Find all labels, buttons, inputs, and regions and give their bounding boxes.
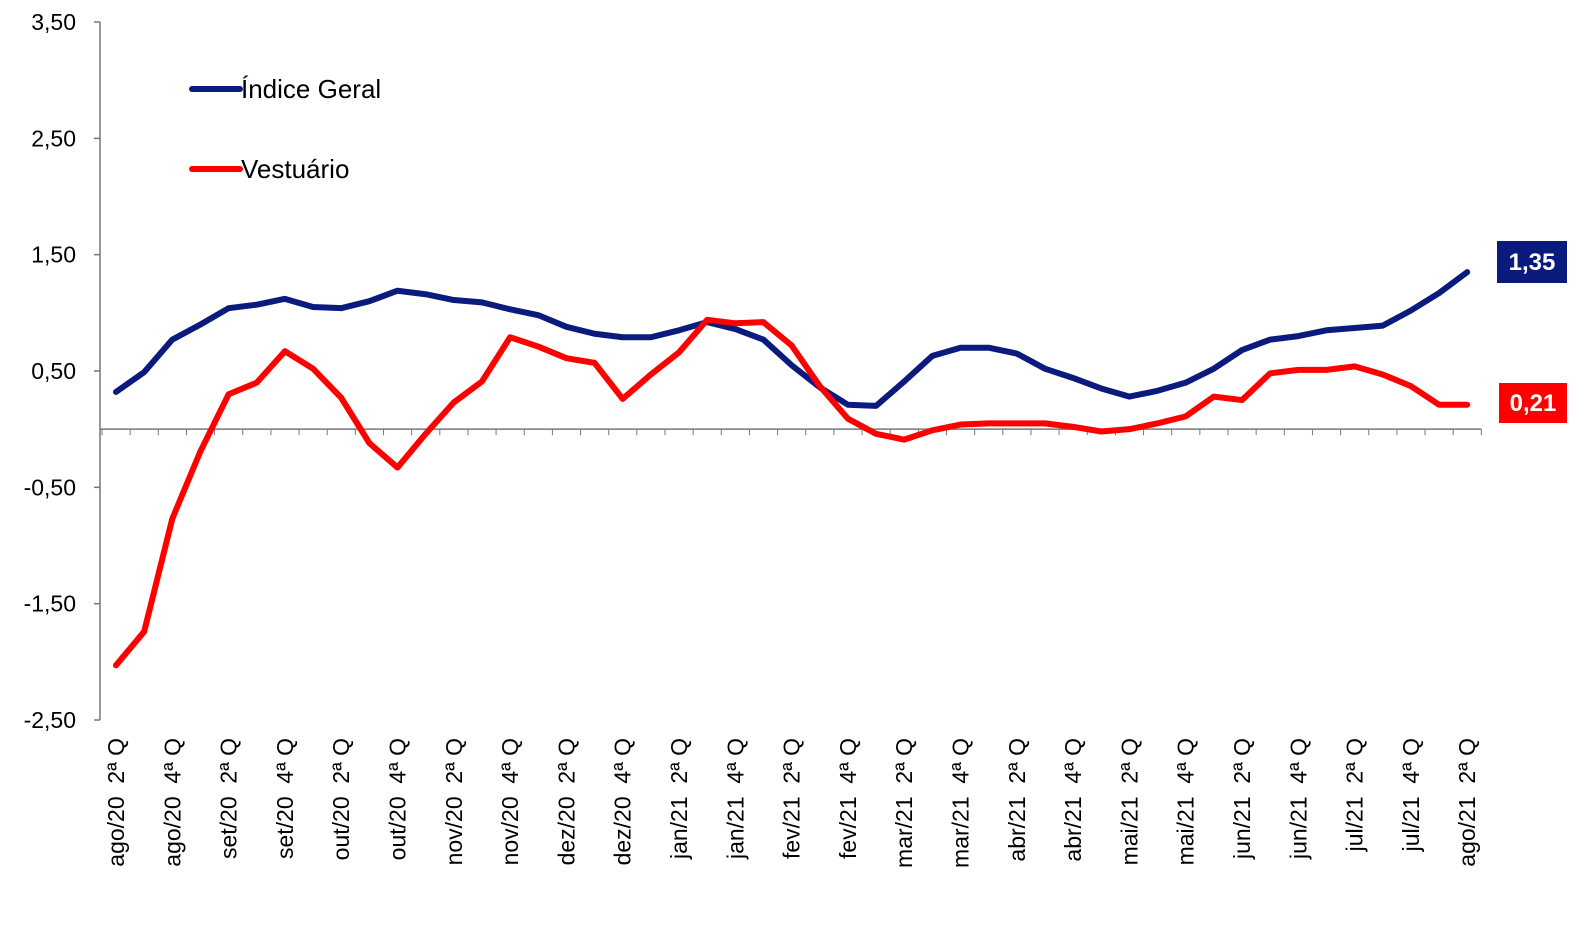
y-ticks: 3,50 2,50 1,50 0,50 -0,50 -1,50 -2,50	[24, 9, 100, 733]
y-tick-label: 0,50	[31, 358, 76, 384]
x-tick-label: out/20 4ª Q	[385, 738, 411, 860]
legend-item-indice-geral: Índice Geral	[189, 74, 381, 104]
x-tick-label: fev/21 2ª Q	[779, 738, 805, 859]
y-tick-label: -0,50	[24, 474, 76, 500]
x-tick-label: mar/21 4ª Q	[948, 738, 974, 868]
x-tick-label: jul/21 4ª Q	[1398, 738, 1424, 852]
x-tick-labels: ago/20 2ª Q ago/20 4ª Q set/20 2ª Q set/20 …	[103, 738, 1480, 868]
x-tick-label: ago/20 2ª Q	[103, 738, 129, 867]
x-tick-label: jun/21 2ª Q	[1229, 738, 1255, 860]
x-tick-label: set/20 2ª Q	[216, 738, 242, 859]
x-tick-label: mar/21 2ª Q	[891, 738, 917, 868]
x-tick-label: out/20 2ª Q	[328, 738, 354, 860]
end-label-vestuario: 0,21	[1499, 383, 1567, 423]
x-tick-label: ago/20 4ª Q	[159, 738, 185, 867]
legend-item-vestuario: Vestuário	[189, 154, 349, 184]
y-axis: 3,50 2,50 1,50 0,50 -0,50 -1,50 -2,50	[24, 9, 101, 733]
x-tick-label: abr/21 4ª Q	[1060, 738, 1086, 862]
series-lines	[113, 269, 1471, 669]
x-tick-label: set/20 4ª Q	[272, 738, 298, 859]
x-ticks	[101, 429, 1482, 436]
y-tick-label: 2,50	[31, 125, 76, 151]
x-tick-label: abr/21 2ª Q	[1004, 738, 1030, 862]
y-tick-label: 3,50	[31, 9, 76, 35]
legend-label-vestuario: Vestuário	[241, 154, 349, 184]
y-tick-label: -2,50	[24, 707, 76, 733]
legend: Índice Geral Vestuário	[189, 74, 381, 184]
end-label-indice-geral: 1,35	[1497, 241, 1567, 283]
x-tick-label: mai/21 4ª Q	[1173, 738, 1199, 865]
series-line-vestuario	[113, 316, 1471, 669]
x-tick-label: nov/20 2ª Q	[441, 738, 467, 865]
x-tick-label: jul/21 2ª Q	[1342, 738, 1368, 852]
end-label-box-vestuario	[1499, 383, 1567, 423]
x-axis: ago/20 2ª Q ago/20 4ª Q set/20 2ª Q set/20 …	[100, 428, 1482, 868]
end-label-text-vestuario: 0,21	[1510, 390, 1557, 417]
y-tick-label: 1,50	[31, 242, 76, 268]
x-tick-label: jan/21 4ª Q	[722, 738, 748, 860]
end-label-box-indice-geral	[1497, 241, 1567, 283]
x-tick-label: dez/20 2ª Q	[553, 738, 579, 865]
legend-label-indice-geral: Índice Geral	[241, 74, 381, 104]
x-tick-label: nov/20 4ª Q	[497, 738, 523, 865]
x-tick-label: jun/21 4ª Q	[1285, 738, 1311, 860]
x-tick-label: jan/21 2ª Q	[666, 738, 692, 860]
x-tick-label: ago/21 2ª Q	[1454, 738, 1480, 867]
x-tick-label: mai/21 2ª Q	[1116, 738, 1142, 865]
series-line-indice-geral	[113, 269, 1471, 409]
y-tick-label: -1,50	[24, 591, 76, 617]
end-label-text-indice-geral: 1,35	[1509, 249, 1556, 276]
x-tick-label: fev/21 4ª Q	[835, 738, 861, 859]
x-tick-label: dez/20 4ª Q	[610, 738, 636, 865]
